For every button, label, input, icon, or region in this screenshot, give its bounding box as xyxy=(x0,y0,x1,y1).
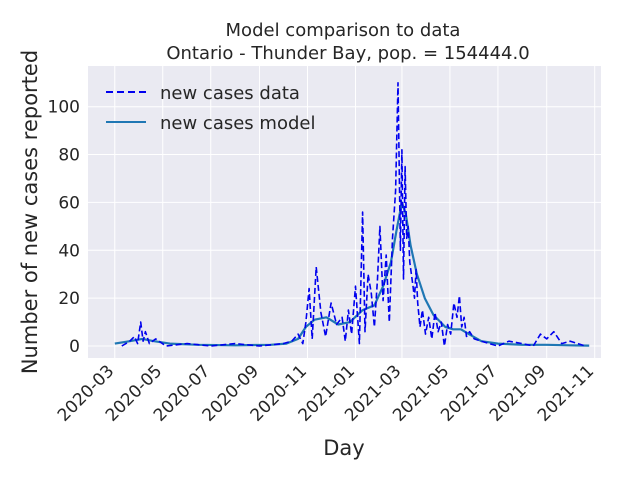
y-tick-label: 40 xyxy=(58,241,80,261)
y-tick-label: 80 xyxy=(58,146,80,166)
x-tick-labels: 2020-032020-052020-072020-092020-112021-… xyxy=(54,361,598,425)
y-tick-label: 100 xyxy=(48,98,80,118)
x-axis-label: Day xyxy=(323,436,364,460)
chart-title: Model comparison to data xyxy=(226,20,461,41)
chart-subtitle: Ontario - Thunder Bay, pop. = 154444.0 xyxy=(166,43,529,64)
plot-lines xyxy=(114,82,590,347)
y-tick-label: 20 xyxy=(58,289,80,309)
legend-label-model: new cases model xyxy=(160,113,315,134)
legend-label-data: new cases data xyxy=(160,83,300,104)
y-tick-label: 0 xyxy=(69,337,80,357)
y-axis-label: Number of new cases reported xyxy=(18,50,42,374)
series-line-new-cases-data xyxy=(121,82,586,347)
plot-area xyxy=(88,66,601,358)
legend: new cases data new cases model xyxy=(106,83,315,134)
y-tick-labels: 0 20 40 60 80 100 xyxy=(48,98,80,357)
y-tick-label: 60 xyxy=(58,193,80,213)
